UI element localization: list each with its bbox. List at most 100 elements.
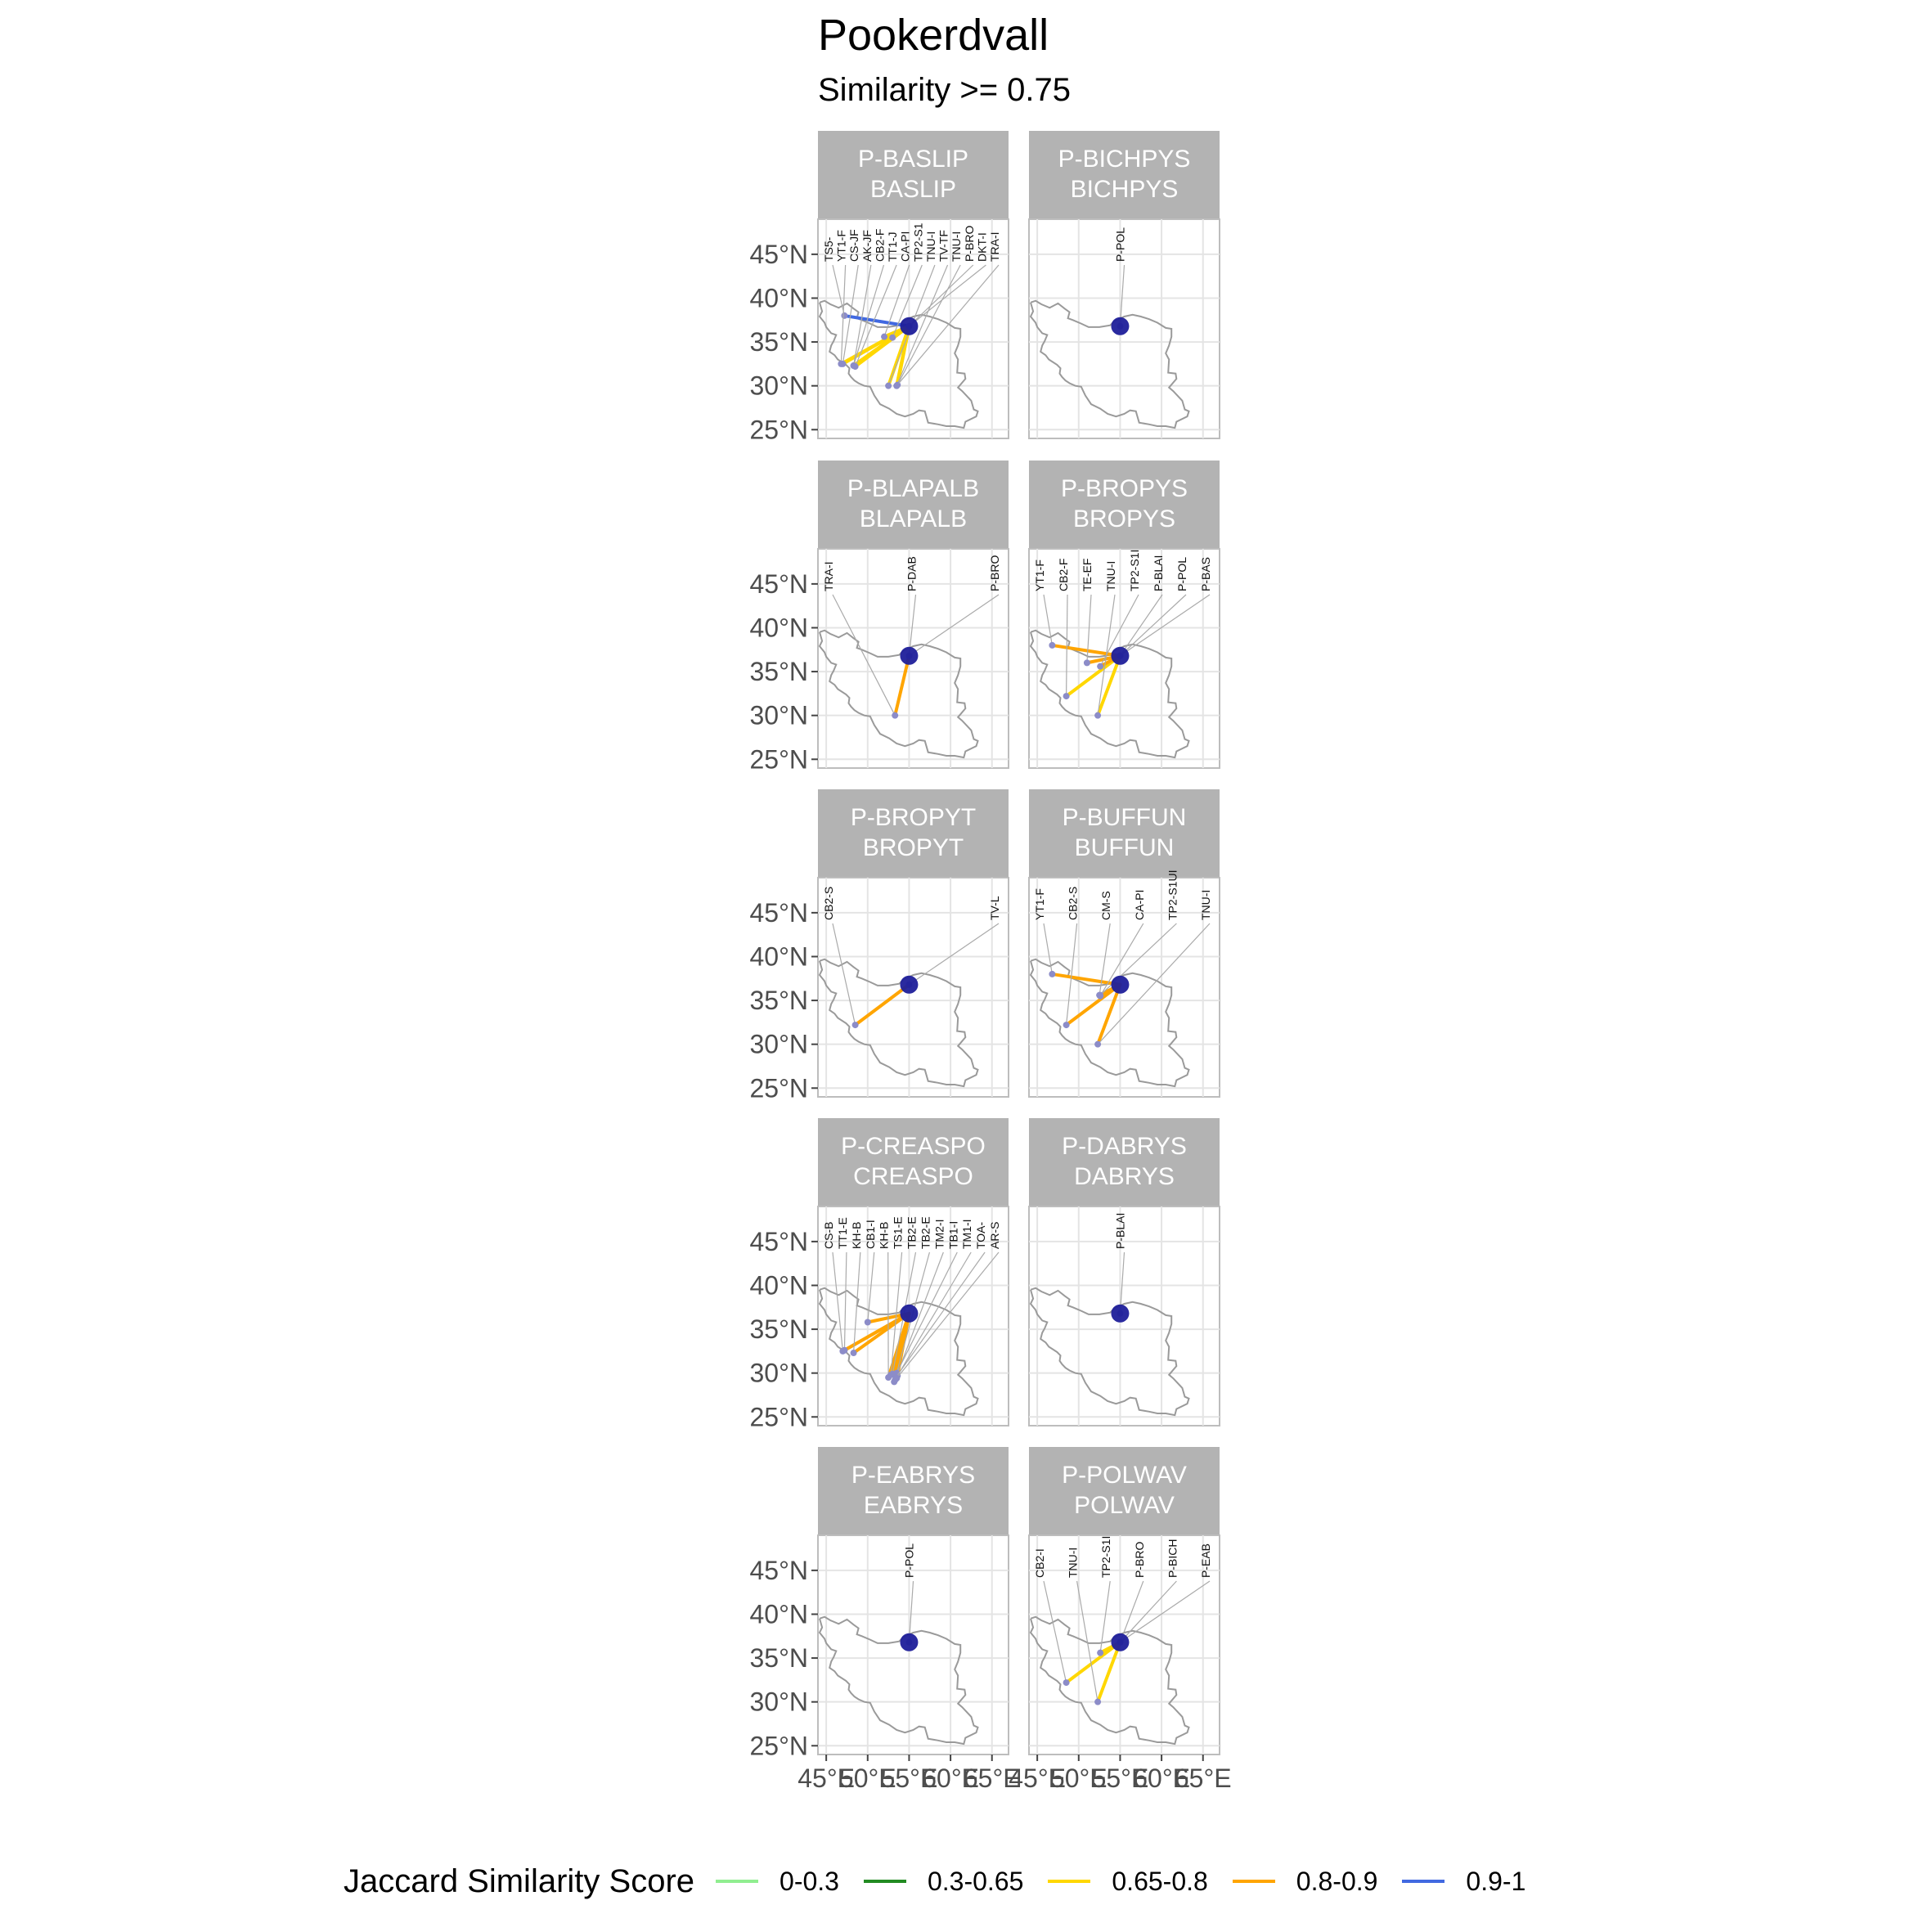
- source-point: [900, 1304, 919, 1323]
- point-label: CA-PI: [899, 231, 912, 262]
- target-point: [1097, 663, 1104, 670]
- country-outline: [818, 1615, 979, 1746]
- legend-item-0.9-1: 0.9-1: [1402, 1867, 1525, 1897]
- label-leader: [1119, 1580, 1144, 1642]
- target-point: [1063, 693, 1070, 700]
- x-tick-label: 55°E: [881, 1764, 938, 1793]
- label-leader: [1119, 1580, 1177, 1643]
- point-label: TNU-I: [924, 231, 937, 262]
- facet-strip: [818, 1447, 1009, 1535]
- country-outline: [818, 299, 979, 429]
- label-leader: [892, 264, 923, 338]
- label-leader: [840, 264, 847, 364]
- country-outline: [1029, 629, 1190, 759]
- y-tick-label: 45°N: [750, 569, 809, 599]
- target-point: [839, 360, 847, 367]
- label-leader: [1119, 594, 1163, 657]
- facet-strip-label: P-BROPYS: [1061, 475, 1188, 502]
- target-point: [850, 1350, 857, 1357]
- target-point: [1063, 1022, 1070, 1029]
- facet-strip-label: BLAPALB: [860, 505, 967, 532]
- similarity-link: [1064, 654, 1122, 699]
- legend-key: [1048, 1880, 1091, 1883]
- facet-strip-label: P-CREASPO: [841, 1133, 986, 1160]
- point-label: P-EAB: [1199, 1543, 1212, 1578]
- facet-panel: P-BASLIP BASLIP 45°N 40°N 35°N 30°N 25°N TS5- YT…: [750, 131, 1009, 444]
- target-point: [889, 334, 896, 341]
- target-point: [885, 382, 892, 389]
- point-label: P-BAS: [1199, 557, 1212, 591]
- similarity-link: [895, 1311, 911, 1381]
- similarity-link: [851, 1311, 911, 1355]
- y-tick-label: 40°N: [750, 1270, 809, 1300]
- similarity-link: [1096, 982, 1122, 1046]
- y-tick-label: 40°N: [750, 1599, 809, 1629]
- country-outline: [818, 958, 979, 1088]
- facet-strip-label: P-BUFFUN: [1063, 804, 1187, 831]
- point-label: TV-TF: [937, 230, 950, 262]
- facet-panel: P-CREASPO CREASPO 45°N 40°N 35°N 30°N 25°N CS-B…: [750, 1118, 1009, 1431]
- facet-strip-label: P-EABRYS: [851, 1462, 975, 1489]
- label-leader: [1119, 264, 1126, 326]
- point-label: CS-JF: [847, 229, 860, 262]
- label-leader: [894, 1251, 944, 1381]
- point-label: DKT-I: [975, 232, 988, 262]
- point-label: P-BLAI: [1152, 555, 1165, 591]
- point-label: AK-JF: [860, 230, 874, 262]
- target-point: [881, 333, 888, 340]
- point-label: TB2-E: [919, 1216, 932, 1249]
- y-tick-label: 25°N: [750, 415, 809, 444]
- point-label: P-BRO: [963, 226, 976, 262]
- x-tick-label: 50°E: [839, 1764, 896, 1793]
- y-tick-label: 35°N: [750, 1314, 809, 1344]
- point-label: TP2-S1UI: [1166, 870, 1179, 920]
- similarity-link: [893, 654, 911, 717]
- point-label: CM-S: [1099, 891, 1112, 920]
- legend-item-0.3-0.65: 0.3-0.65: [863, 1866, 1024, 1897]
- target-point: [841, 312, 848, 319]
- x-tick-label: 60°E: [922, 1764, 979, 1793]
- country-outline: [818, 629, 979, 759]
- point-label: AR-S: [988, 1222, 1001, 1249]
- x-tick-label: 65°E: [1175, 1764, 1232, 1793]
- point-label: CB2-F: [873, 229, 886, 262]
- facet-strip-label: CREASPO: [853, 1163, 973, 1190]
- facet-strip: [1029, 1447, 1220, 1535]
- facet-panel: P-EABRYS EABRYS 45°N 40°N 35°N 30°N 25°N 45°E50…: [750, 1447, 1021, 1793]
- y-tick-label: 25°N: [750, 1073, 809, 1103]
- point-label: CA-PI: [1133, 890, 1146, 920]
- label-leader: [883, 264, 910, 337]
- point-label: TP2-S1I: [1099, 1536, 1112, 1578]
- y-tick-label: 40°N: [750, 283, 809, 312]
- y-tick-label: 40°N: [750, 941, 809, 971]
- point-label: TT1-J: [886, 231, 899, 262]
- facet-panel: P-BUFFUN BUFFUN YT1-F CB2-S CM-S CA-PI TP2-S1U…: [1028, 789, 1220, 1098]
- target-point: [1097, 991, 1104, 999]
- target-point: [1063, 1679, 1070, 1687]
- source-point: [900, 975, 919, 994]
- legend-label: 0.65-0.8: [1112, 1866, 1208, 1896]
- target-point: [1049, 970, 1056, 977]
- target-point: [1094, 1040, 1102, 1048]
- y-tick-label: 30°N: [750, 371, 809, 401]
- label-leader: [896, 264, 1000, 387]
- point-label: TV-L: [988, 896, 1001, 920]
- legend-label: 0.8-0.9: [1296, 1866, 1378, 1896]
- label-leader: [867, 1251, 875, 1323]
- point-label: TE-EF: [1081, 559, 1094, 591]
- facet-strip-label: P-BLAPALB: [847, 475, 979, 502]
- source-point: [1111, 975, 1130, 994]
- target-point: [851, 1022, 859, 1029]
- y-tick-label: 35°N: [750, 327, 809, 357]
- facet-strip-label: BUFFUN: [1075, 834, 1175, 861]
- legend-label: 0.3-0.65: [927, 1866, 1024, 1896]
- target-point: [1049, 641, 1056, 649]
- country-outline: [1029, 1287, 1190, 1417]
- label-leader: [909, 594, 1000, 657]
- facet-strip: [1029, 789, 1220, 878]
- label-leader: [855, 264, 897, 367]
- point-label: P-BRO: [988, 555, 1001, 591]
- point-label: TP2-S1: [911, 222, 924, 262]
